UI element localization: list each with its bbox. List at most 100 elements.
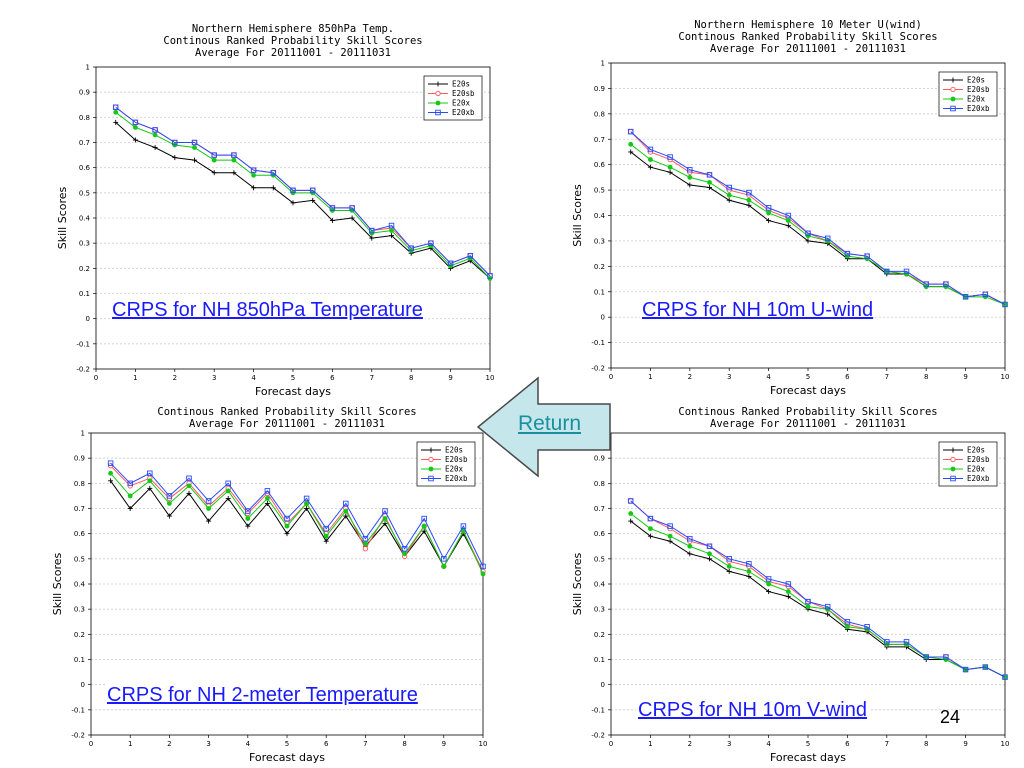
legend-label: E20s [967,76,985,85]
data-point [186,483,192,489]
data-point [147,470,153,477]
y-tick-label: 0.6 [594,161,606,169]
y-tick-label: 0.8 [594,480,605,488]
data-point [343,508,349,514]
data-point [647,146,654,153]
data-point [765,205,772,211]
series-E20xb [627,498,1008,680]
legend-label: E20sb [445,455,468,464]
y-tick-label: 0.2 [594,631,605,639]
data-point [323,525,329,532]
x-tick-label: 4 [766,373,771,381]
data-point [461,528,466,534]
x-tick-label: 8 [924,373,928,381]
y-tick-label: 0.4 [79,215,91,223]
legend-label: E20s [452,80,470,89]
series-line [630,500,1006,678]
y-tick-label: 0.3 [74,606,85,614]
data-point [303,495,310,502]
return-button[interactable]: Return [476,376,612,478]
y-axis-label: Skill Scores [56,186,69,249]
data-point [950,96,956,102]
series-line [630,131,1006,305]
x-tick-label: 6 [845,373,850,381]
data-point [132,119,139,126]
caption-link-10m-v-wind[interactable]: CRPS for NH 10m V-wind [636,699,869,722]
series-E20s [108,478,486,574]
x-tick-label: 9 [448,374,452,382]
caption-link-850hpa-temp[interactable]: CRPS for NH 850hPa Temperature [110,299,425,322]
x-tick-label: 10 [486,374,495,382]
data-point [231,152,237,158]
series-line [630,151,1006,305]
chart-nh-10m-v-wind: Continous Ranked Probability Skill Score… [571,406,1009,764]
y-tick-label: -0.1 [591,339,605,347]
legend-label: E20sb [452,89,475,98]
data-point [687,535,693,542]
data-point [943,654,949,660]
x-tick-label: 6 [845,740,850,748]
series-line [110,472,484,575]
x-tick-label: 5 [806,740,810,748]
data-point [627,498,634,504]
data-point [766,210,771,216]
data-point [147,478,153,484]
x-tick-label: 0 [94,374,98,382]
y-tick-label: 0.5 [79,189,90,197]
y-tick-label: 0.3 [79,240,90,248]
series-E20s [113,119,493,281]
y-tick-label: 0.9 [594,455,605,463]
data-point [864,253,870,259]
data-point [250,167,257,173]
data-point [205,498,212,504]
x-tick-label: 6 [324,740,329,748]
x-tick-label: 8 [402,740,406,748]
data-point [687,174,693,180]
caption-link-2m-temp[interactable]: CRPS for NH 2-meter Temperature [105,684,420,707]
x-tick-label: 7 [885,740,889,748]
data-point [785,212,792,219]
y-tick-label: 0.9 [74,455,85,463]
series-line [630,513,1006,678]
y-tick-label: 0 [601,314,605,322]
data-point [726,556,732,562]
data-point [667,533,673,539]
y-tick-label: 0.1 [74,656,85,664]
y-tick-label: 0.2 [594,263,605,271]
legend-label: E20x [452,99,471,108]
data-point [369,227,375,234]
y-tick-label: -0.1 [76,340,90,348]
data-point [349,205,355,211]
x-axis-label: Forecast days [770,384,846,397]
series-E20xb [112,104,493,279]
y-tick-label: 0.1 [594,656,605,664]
data-point [441,563,447,569]
y-tick-label: 0.4 [594,212,606,220]
data-point [428,456,434,463]
x-tick-label: 3 [212,374,216,382]
data-point [304,501,309,506]
data-point [192,145,197,150]
data-point [943,281,949,287]
data-point [113,109,119,115]
data-point [127,480,133,487]
series-line [115,111,491,279]
x-tick-label: 2 [688,740,692,748]
data-point [707,180,712,185]
data-point [845,624,850,630]
x-tick-label: 4 [251,374,256,382]
x-tick-label: 7 [885,373,889,381]
data-point [746,561,752,567]
x-axis-label: Forecast days [249,751,325,764]
chart-title-line: Continous Ranked Probability Skill Score… [163,35,422,47]
y-tick-label: 0.7 [74,505,85,513]
series-E20s [628,518,1008,680]
series-line [115,106,491,277]
y-tick-label: -0.2 [76,366,90,374]
data-point [152,132,158,138]
y-axis-label: Skill Scores [51,552,64,615]
y-tick-label: 0.8 [74,480,85,488]
caption-link-10m-u-wind[interactable]: CRPS for NH 10m U-wind [640,299,876,322]
